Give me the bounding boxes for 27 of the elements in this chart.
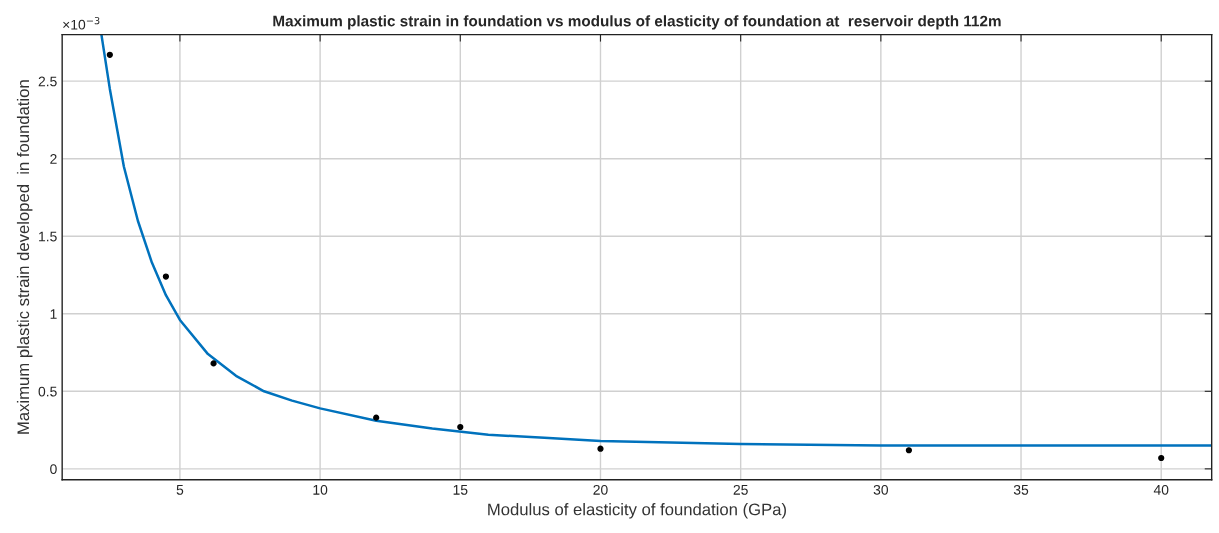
point — [162, 273, 170, 280]
point — [106, 51, 113, 58]
y-tick-label: 0.5 — [38, 386, 57, 397]
x-tick-label: 25 — [733, 484, 748, 495]
point — [457, 423, 464, 431]
line-series — [100, 34, 1212, 447]
x-tick-label: 10 — [313, 484, 328, 495]
x-tick-label: 30 — [873, 484, 889, 495]
point — [1158, 454, 1165, 462]
y-tick-label: 2.5 — [38, 76, 57, 87]
text: ×10$^{−3}$ — [63, 16, 100, 30]
y-tick-label: 1 — [50, 309, 57, 319]
x-tick-label: 20 — [593, 484, 608, 495]
y-axis-title: Maximum plastic strain developed in foundation — [16, 80, 33, 434]
point — [905, 447, 912, 454]
x-tick-label: 5 — [176, 485, 184, 495]
y-tick-label: 0 — [50, 464, 57, 475]
point — [210, 360, 217, 367]
y-tick-label: 1.5 — [39, 231, 57, 242]
x-axis-title: Modulus of elasticity of foundation (GPa) — [488, 503, 786, 519]
point — [597, 445, 604, 452]
point — [373, 414, 380, 421]
x-tick-label: 15 — [453, 485, 468, 495]
y-tick-label: 2 — [50, 154, 57, 164]
x-tick-label: 35 — [1013, 484, 1029, 495]
x-tick-label: 40 — [1153, 484, 1169, 495]
chart-title: Maximum plastic strain in foundation vs modulus of elasticity of foundation at reservoir depth 112m — [273, 15, 1001, 30]
